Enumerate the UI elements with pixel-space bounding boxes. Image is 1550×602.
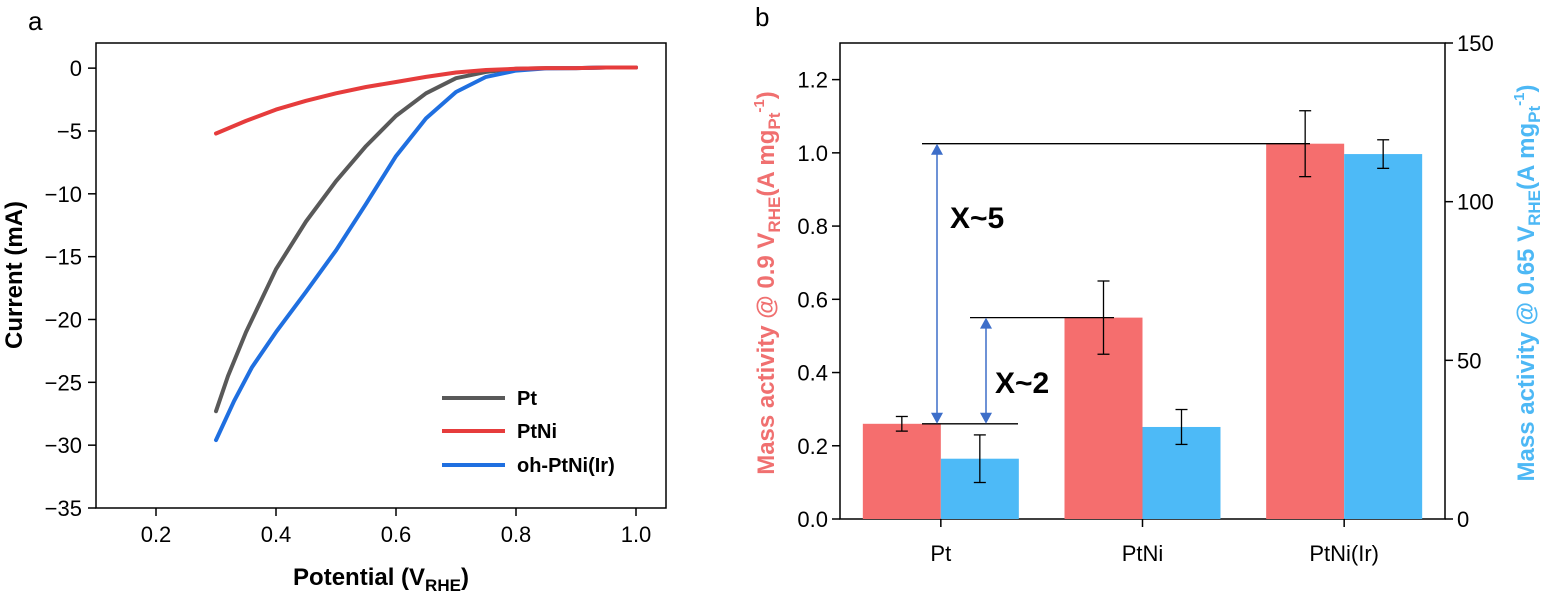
y-axis-title-right-b: Mass activity @ 0.65 VRHE(A mgPt-1): [1511, 85, 1544, 482]
category-label: Pt: [930, 541, 951, 566]
y-tick-label-left-b: 0.2: [797, 434, 828, 459]
panel-label-a: a: [28, 6, 43, 36]
chart-b: 0.0 0.2 0.4 0.6 0.8 1.0 1.2 0 50 100 150 Pt PtNi PtNi…: [751, 31, 1544, 566]
x-tick-label-a: 0.6: [381, 522, 412, 547]
y-axis-title-left-b: Mass activity @ 0.9 VRHE(A mgPt-1): [751, 91, 784, 475]
x-tick-label-a: 0.8: [501, 522, 532, 547]
y-tick-label-right-b: 50: [1457, 348, 1481, 373]
bar-left-ptni-ir: [1266, 143, 1345, 519]
y-tick-label-right-b: 0: [1457, 507, 1469, 532]
arrow-x5-head-bottom: [931, 412, 943, 424]
y-tick-label-a: −30: [45, 433, 82, 458]
category-label: PtNi(Ir): [1309, 541, 1379, 566]
y-tick-label-a: −15: [45, 245, 82, 270]
y-tick-label-a: 0: [70, 56, 82, 81]
panel-label-b: b: [755, 2, 769, 32]
bar-left-pt: [862, 423, 941, 519]
y-tick-label-a: −35: [45, 496, 82, 521]
chart-a: 0.2 0.4 0.6 0.8 1.0 0 −5 −10 −15 −20 −25 −30 −35 Pt …: [1, 42, 667, 595]
y-tick-label-right-b: 150: [1457, 31, 1494, 56]
y-axis-title-a: Current (mA): [1, 201, 28, 349]
y-tick-label-left-b: 0.8: [797, 214, 828, 239]
series-line-ptni: [214, 65, 638, 136]
arrow-x2-head-bottom: [980, 412, 992, 424]
x-tick-label-a: 0.2: [141, 522, 172, 547]
x-tick-label-a: 0.4: [261, 522, 292, 547]
series-line-oh-ptni-ir: [214, 65, 638, 443]
legend-label-oh-ptni-ir: oh-PtNi(Ir): [517, 455, 615, 477]
y-tick-label-right-b: 100: [1457, 190, 1494, 215]
y-tick-label-left-b: 1.0: [797, 141, 828, 166]
x-axis-title-a: Potential (VRHE): [293, 564, 469, 595]
y-tick-label-left-b: 0.0: [797, 507, 828, 532]
y-tick-label-left-b: 1.2: [797, 68, 828, 93]
arrow-x5-head-top: [931, 143, 943, 155]
plot-frame-a: [95, 42, 667, 509]
bar-right-ptni-ir: [1344, 154, 1423, 520]
x-tick-label-a: 1.0: [621, 522, 652, 547]
annotation-x2: X~2: [995, 367, 1049, 400]
legend-label-ptni: PtNi: [517, 421, 557, 443]
y-tick-label-a: −20: [45, 307, 82, 332]
category-label: PtNi: [1122, 541, 1164, 566]
legend-a: Pt PtNi oh-PtNi(Ir): [442, 388, 615, 477]
y-tick-label-left-b: 0.6: [797, 287, 828, 312]
y-tick-label-a: −10: [45, 182, 82, 207]
y-tick-label-left-b: 0.4: [797, 361, 828, 386]
y-tick-label-a: −25: [45, 370, 82, 395]
arrow-x2-head-top: [980, 317, 992, 329]
annotation-x5: X~5: [950, 202, 1004, 235]
legend-label-pt: Pt: [517, 388, 537, 410]
y-tick-label-a: −5: [57, 119, 82, 144]
